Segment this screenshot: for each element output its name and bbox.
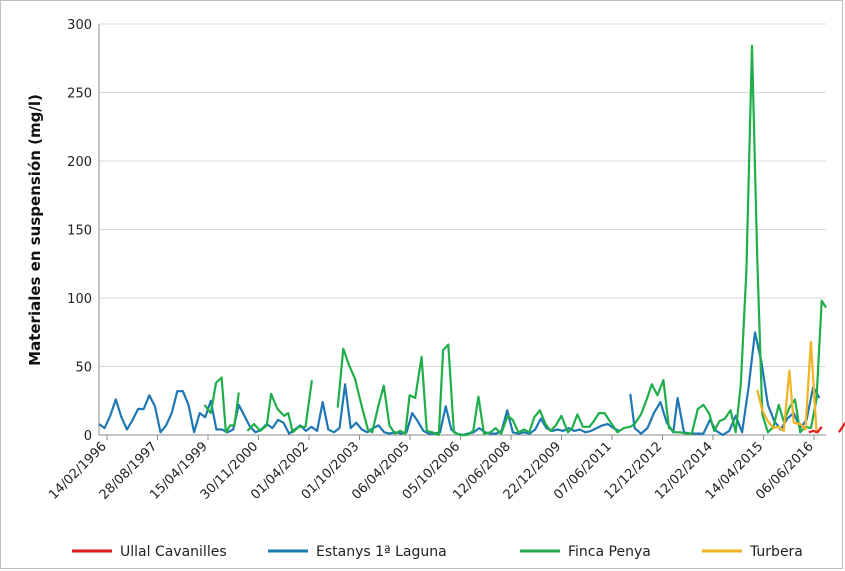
y-axis-label: Materiales en suspensión (mg/l) — [26, 94, 44, 366]
series-line — [336, 44, 827, 437]
legend: Ullal Cavanilles Estanys 1ª Laguna Finca P… — [72, 544, 803, 560]
series-line — [837, 421, 845, 433]
axes — [98, 24, 826, 440]
legend-label: Finca Penya — [568, 544, 651, 560]
series-line — [98, 383, 620, 437]
legend-label: Estanys 1ª Laguna — [316, 544, 447, 560]
y-tick-label: 200 — [67, 155, 92, 170]
series-line — [808, 426, 823, 434]
y-tick-label: 150 — [67, 224, 92, 239]
y-tick-label: 300 — [67, 18, 92, 33]
y-tick-labels: 0 50 100 150 200 250 300 — [67, 18, 92, 444]
y-tick-label: 0 — [84, 429, 92, 444]
x-tick-labels: 14/02/199628/08/199715/04/199930/11/2000… — [46, 439, 817, 503]
series-lines — [98, 44, 845, 437]
y-tick-label: 100 — [67, 292, 92, 307]
series-line — [629, 331, 821, 437]
series-line — [203, 376, 240, 434]
series-line — [756, 340, 818, 433]
legend-label: Ullal Cavanilles — [120, 544, 227, 560]
grid-lines — [99, 23, 826, 367]
y-tick-label: 250 — [67, 87, 92, 102]
y-tick-label: 50 — [75, 361, 92, 376]
legend-label: Turbera — [749, 544, 803, 560]
series-line — [246, 380, 313, 434]
